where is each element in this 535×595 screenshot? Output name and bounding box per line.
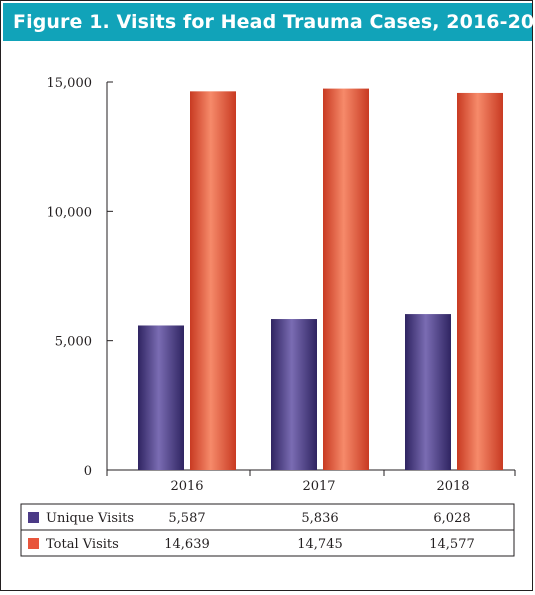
y-tick-label: 15,000 (47, 76, 93, 91)
x-tick-label: 2017 (302, 479, 335, 494)
y-tick-label: 5,000 (55, 335, 92, 350)
x-axis: 2016 2017 2018 (106, 469, 516, 494)
table-value: 5,587 (168, 511, 205, 526)
y-tick-label: 10,000 (47, 205, 93, 220)
x-tick-label: 2018 (436, 479, 469, 494)
y-tick-label: 0 (84, 464, 92, 479)
x-tick-label: 2016 (170, 479, 203, 494)
chart-title: Figure 1. Visits for Head Trauma Cases, … (13, 11, 535, 33)
legend-label: Total Visits (46, 537, 119, 552)
bar-total-visits-2016 (190, 91, 236, 471)
bar-unique-visits-2016 (138, 325, 184, 470)
bar-unique-visits-2017 (271, 319, 317, 470)
bars (138, 88, 503, 471)
legend-label: Unique Visits (46, 511, 134, 526)
data-table: Unique Visits 5,587 5,836 6,028 Total Visits… (20, 503, 515, 557)
table-value: 14,639 (164, 537, 210, 552)
title-bar: Figure 1. Visits for Head Trauma Cases, … (3, 3, 535, 41)
legend-swatch-unique-visits (28, 512, 39, 523)
table-value: 5,836 (301, 511, 338, 526)
legend-swatch-total-visits (28, 538, 39, 549)
table-value: 14,745 (297, 537, 343, 552)
y-axis: 0 5,000 10,000 15,000 (47, 76, 113, 479)
bar-total-visits-2018 (457, 92, 503, 471)
table-value: 6,028 (433, 511, 470, 526)
table-value: 14,577 (429, 537, 475, 552)
bar-total-visits-2017 (323, 88, 369, 470)
bar-unique-visits-2018 (405, 314, 451, 470)
